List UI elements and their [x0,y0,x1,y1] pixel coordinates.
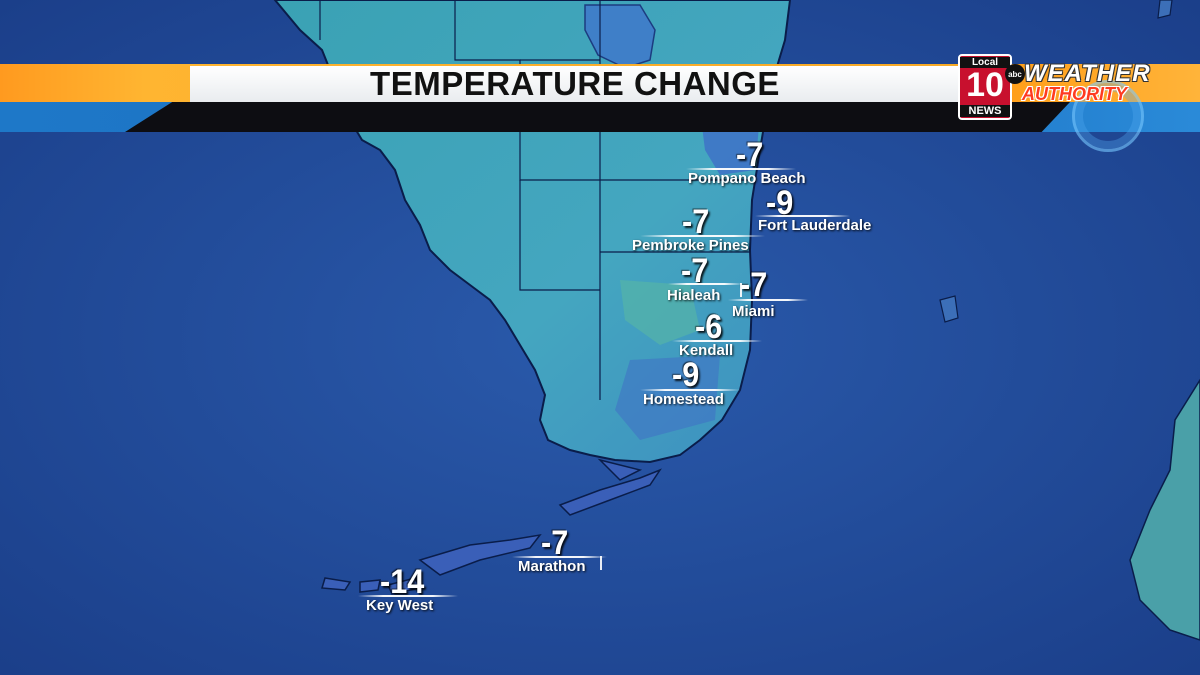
label-underline [640,235,765,237]
label-underline [668,283,743,285]
county-lines [319,0,750,400]
city-label-hialeah: Hialeah [667,287,721,304]
temp-change-fort-lauderdale: -9 [766,184,794,222]
temp-change-pembroke-pines: -7 [682,203,710,241]
bahamas-island [1129,378,1200,641]
temp-change-kendall: -6 [695,308,723,346]
label-underline [358,595,458,597]
label-tick [740,283,742,297]
label-underline [755,215,850,217]
cold-region-south [615,355,720,440]
temp-change-marathon: -7 [541,524,569,562]
city-label-marathon: Marathon [518,558,586,575]
label-underline [640,389,740,391]
temp-change-miami: -7 [740,266,768,304]
label-tick [600,556,602,570]
temp-change-key-west: -14 [380,563,425,601]
city-label-fort-lauderdale: Fort Lauderdale [758,217,872,234]
bahamas-cay [1157,0,1173,19]
logo-channel-number: 10 [966,66,1004,104]
logo-local-label: Local [960,57,1010,68]
label-underline [686,168,796,170]
city-label-kendall: Kendall [679,342,734,359]
green-region [620,280,700,345]
label-underline [512,556,607,558]
local10-news-logo: Local 10 NEWS [958,54,1012,120]
banner-dark-stripe [125,102,1070,132]
temp-change-homestead: -9 [672,356,700,394]
banner-title-plate [190,66,960,102]
city-label-homestead: Homestead [643,391,724,408]
authority-brand-label: AUTHORITY [1022,84,1127,104]
weather-authority-ring-icon [1072,80,1144,152]
temp-change-hialeah: -7 [681,252,709,290]
weather-brand-label: WEATHER [1024,60,1151,87]
abc-network-logo: abc [1005,64,1025,84]
temp-change-pompano-beach: -7 [736,136,764,174]
city-label-pembroke-pines: Pembroke Pines [632,237,749,254]
label-underline [728,299,808,301]
page-title: TEMPERATURE CHANGE [370,65,780,102]
city-label-pompano-beach: Pompano Beach [688,170,806,187]
city-label-miami: Miami [732,303,775,320]
bahamas-island-small [939,295,959,323]
label-underline [672,340,762,342]
florida-keys [321,458,662,595]
city-label-key-west: Key West [366,597,434,614]
logo-news-label: NEWS [960,105,1010,117]
